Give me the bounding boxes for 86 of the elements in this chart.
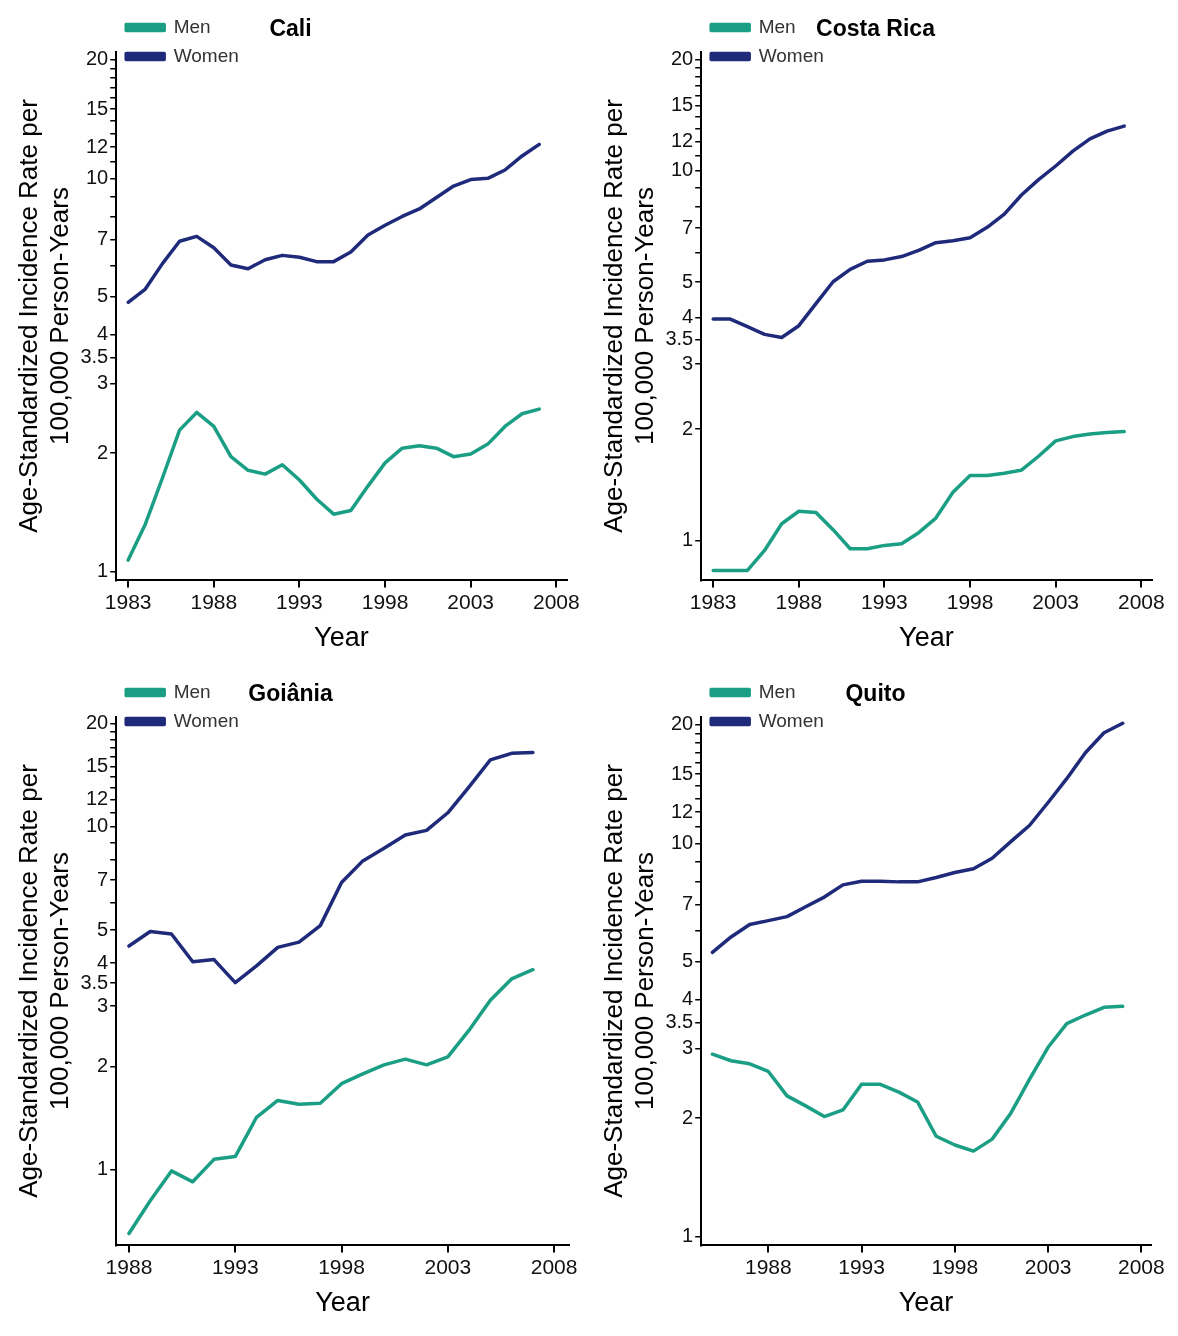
x-tick-label: 1993 <box>838 1254 885 1278</box>
y-tick-label: 3 <box>97 993 109 1016</box>
x-axis-title: Year <box>315 1287 370 1318</box>
y-tick-label: 3 <box>682 351 694 374</box>
x-tick-label: 1988 <box>775 589 823 613</box>
y-tick-label: 5 <box>682 269 694 292</box>
legend-label: Women <box>173 44 239 66</box>
chart-title: Goiânia <box>248 680 333 707</box>
x-tick-label: 1993 <box>276 589 323 613</box>
y-tick-label: 12 <box>85 787 109 810</box>
x-tick-label: 2008 <box>1117 1254 1165 1278</box>
y-tick-label: 5 <box>97 284 109 307</box>
y-tick-label: 2 <box>682 1105 694 1128</box>
x-tick-label: 1993 <box>861 589 908 613</box>
y-tick-label: 7 <box>97 226 109 249</box>
y-tick-label: 1 <box>97 559 109 582</box>
x-tick-label: 1993 <box>211 1254 259 1278</box>
x-tick-label: 2008 <box>532 589 580 613</box>
y-tick-label: 15 <box>670 93 694 116</box>
y-axis-title: Age-Standardized Incidence Rate per 100,000 Person-Years <box>12 763 74 1198</box>
y-axis-title: Age-Standardized Incidence Rate per 100,000 Person-Years <box>597 763 659 1198</box>
y-tick-label: 3.5 <box>665 326 694 349</box>
legend-label: Men <box>758 680 796 702</box>
y-tick-label: 10 <box>670 830 694 853</box>
y-tick-label: 20 <box>670 712 694 735</box>
x-tick-label: 1988 <box>105 1254 153 1278</box>
x-tick-label: 1988 <box>190 589 238 613</box>
x-tick-label: 2003 <box>1032 589 1080 613</box>
y-tick-label: 1 <box>682 1224 694 1247</box>
legend-label: Men <box>173 15 211 37</box>
x-axis-title: Year <box>314 622 369 653</box>
legend-label: Men <box>173 680 211 702</box>
x-tick-label: 2008 <box>1117 589 1165 613</box>
y-tick-label: 2 <box>97 440 109 463</box>
y-tick-label: 12 <box>85 134 109 157</box>
x-tick-label: 2008 <box>530 1254 578 1278</box>
x-tick-label: 1998 <box>931 1254 979 1278</box>
x-tick-label: 2003 <box>1024 1254 1072 1278</box>
legend-label: Women <box>173 709 239 731</box>
legend-label: Women <box>758 709 824 731</box>
x-tick-label: 1988 <box>744 1254 792 1278</box>
y-tick-label: 5 <box>97 917 109 940</box>
y-tick-label: 15 <box>670 761 694 784</box>
x-tick-label: 1998 <box>318 1254 365 1278</box>
y-tick-label: 15 <box>85 754 109 777</box>
y-tick-label: 12 <box>670 128 694 151</box>
x-tick-label: 1998 <box>361 589 409 613</box>
y-tick-label: 3.5 <box>665 1010 694 1033</box>
x-tick-label: 1983 <box>689 589 737 613</box>
x-tick-label: 1983 <box>104 589 152 613</box>
y-tick-label: 10 <box>85 165 109 188</box>
y-tick-label: 7 <box>682 215 694 238</box>
x-axis-title: Year <box>899 622 954 653</box>
y-axis-title: Age-Standardized Incidence Rate per 100,000 Person-Years <box>597 98 659 533</box>
x-tick-label: 2003 <box>447 589 495 613</box>
y-tick-label: 10 <box>85 814 109 837</box>
y-tick-label: 20 <box>670 46 694 69</box>
x-tick-label: 2003 <box>424 1254 472 1278</box>
y-tick-label: 4 <box>97 950 109 973</box>
legend-label: Men <box>758 15 796 37</box>
y-tick-label: 20 <box>85 711 109 734</box>
y-tick-label: 3 <box>97 371 109 394</box>
x-tick-label: 1998 <box>946 589 994 613</box>
y-axis-title: Age-Standardized Incidence Rate per 100,000 Person-Years <box>12 98 74 533</box>
y-tick-label: 3.5 <box>80 345 109 368</box>
y-tick-label: 1 <box>682 528 694 551</box>
chart-title: Quito <box>845 680 906 707</box>
y-tick-label: 3 <box>682 1036 694 1059</box>
y-tick-label: 1 <box>97 1156 109 1179</box>
y-tick-label: 4 <box>682 987 694 1010</box>
chart-title: Costa Rica <box>816 15 936 42</box>
y-tick-label: 7 <box>682 891 694 914</box>
y-tick-label: 4 <box>682 305 694 328</box>
y-tick-label: 10 <box>670 158 694 181</box>
y-tick-label: 3.5 <box>80 970 109 993</box>
y-tick-label: 5 <box>682 949 694 972</box>
y-tick-label: 4 <box>97 322 109 345</box>
y-tick-label: 7 <box>97 867 109 890</box>
y-tick-label: 15 <box>85 96 109 119</box>
y-tick-label: 2 <box>97 1053 109 1076</box>
legend-label: Women <box>758 44 824 66</box>
chart-title: Cali <box>269 15 312 42</box>
y-tick-label: 20 <box>85 47 109 70</box>
y-tick-label: 12 <box>670 799 694 822</box>
x-axis-title: Year <box>898 1287 954 1318</box>
y-tick-label: 2 <box>682 416 694 439</box>
